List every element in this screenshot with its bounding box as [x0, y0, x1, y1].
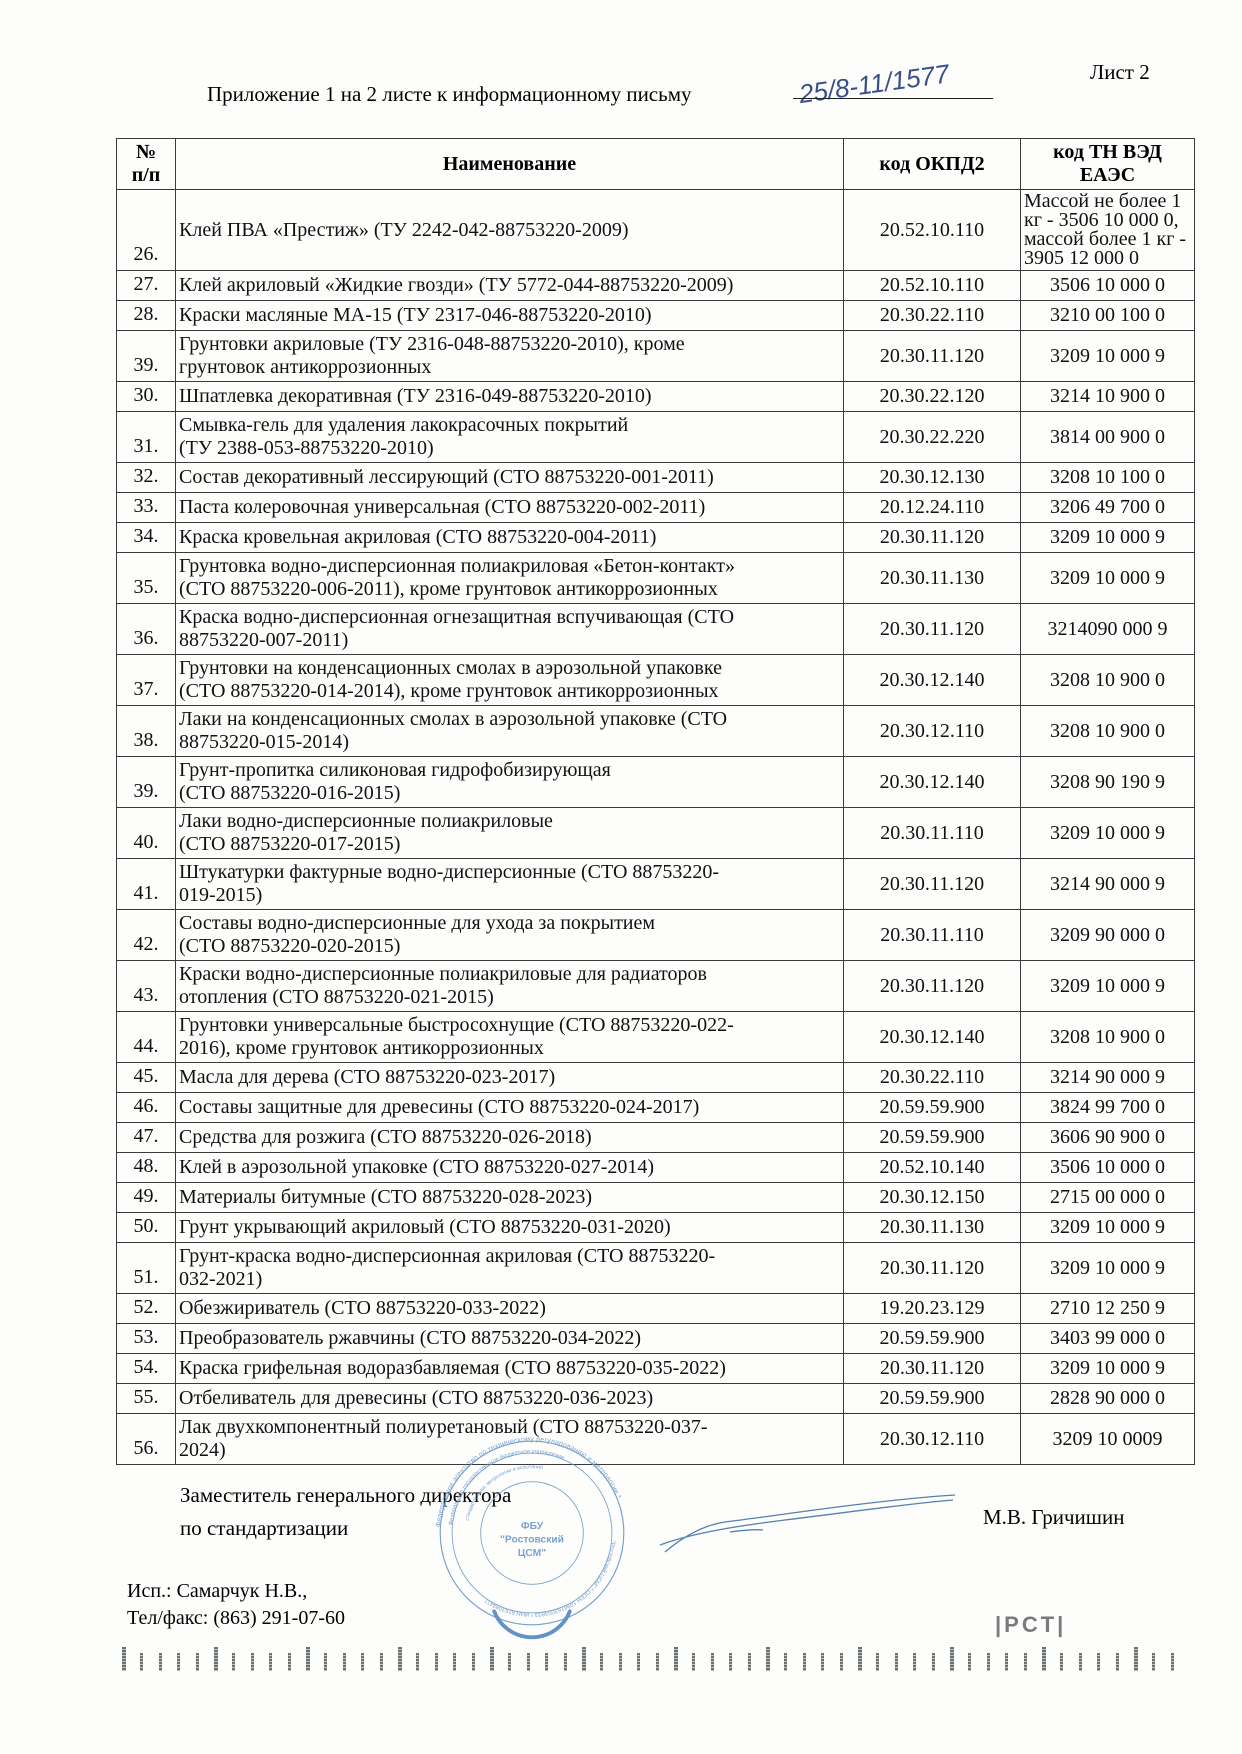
- svg-text:"Ростовский: "Ростовский: [500, 1535, 564, 1546]
- svg-text:"Ростовский ЦСМ" * ОГРН 109616: "Ростовский ЦСМ" * ОГРН 1096163003833 * …: [484, 1540, 616, 1617]
- svg-text:ФБУ: ФБУ: [521, 1521, 544, 1532]
- svg-text:ЦСМ": ЦСМ": [518, 1548, 546, 1559]
